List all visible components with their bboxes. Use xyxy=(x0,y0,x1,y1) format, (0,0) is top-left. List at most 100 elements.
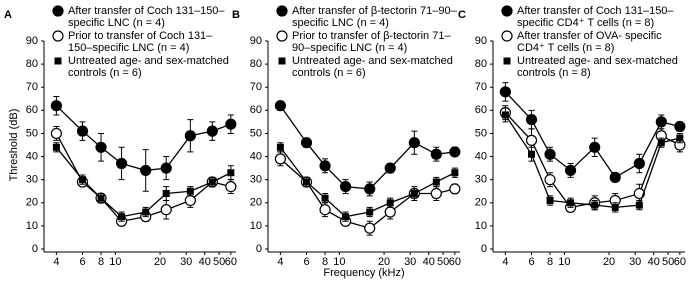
y-tick-label: 0 xyxy=(481,243,487,255)
marker xyxy=(342,213,350,221)
marker xyxy=(546,196,554,204)
marker xyxy=(449,183,461,195)
marker xyxy=(162,190,170,198)
marker xyxy=(140,164,152,177)
y-tick-label: 30 xyxy=(26,174,38,186)
y-tick-label: 70 xyxy=(26,81,38,93)
y-tick-label: 70 xyxy=(475,81,487,93)
x-tick-label: 10 xyxy=(333,256,345,268)
x-tick-label: 60 xyxy=(225,256,237,268)
legend-marker xyxy=(501,5,513,17)
marker xyxy=(97,194,105,202)
marker xyxy=(225,118,237,130)
x-tick-label: 6 xyxy=(79,256,85,268)
y-tick-label: 90 xyxy=(250,35,262,47)
marker xyxy=(384,162,396,174)
panel-label: B xyxy=(232,9,240,21)
legend-label: Untreated age- and sex-matched controls … xyxy=(292,55,453,79)
y-tick-label: 0 xyxy=(32,243,38,255)
marker xyxy=(525,113,538,126)
marker xyxy=(303,178,311,186)
marker xyxy=(676,134,684,142)
marker xyxy=(366,208,374,216)
marker xyxy=(449,146,461,158)
legend-marker xyxy=(52,5,64,17)
x-tick-label: 4 xyxy=(53,256,59,268)
x-tick-label: 30 xyxy=(180,256,192,268)
marker xyxy=(408,137,420,149)
marker xyxy=(274,153,286,165)
marker xyxy=(274,100,286,112)
marker xyxy=(206,125,218,137)
x-tick-label: 30 xyxy=(404,256,416,268)
y-tick-label: 10 xyxy=(26,220,38,232)
x-tick-label: 6 xyxy=(528,256,534,268)
marker xyxy=(609,171,621,183)
legend-label: After transfer of β-tectorin 71–90–speci… xyxy=(292,5,457,29)
marker xyxy=(95,141,107,153)
legend-marker xyxy=(503,57,511,65)
y-tick-label: 10 xyxy=(250,220,262,232)
y-tick-label: 60 xyxy=(26,104,38,116)
marker xyxy=(567,199,575,207)
marker xyxy=(528,150,536,158)
x-tick-label: 20 xyxy=(378,256,390,268)
marker xyxy=(115,157,128,170)
y-tick-label: 90 xyxy=(475,35,487,47)
y-tick-label: 40 xyxy=(26,150,38,162)
marker xyxy=(319,160,331,172)
y-tick-label: 70 xyxy=(250,81,262,93)
marker xyxy=(52,143,60,151)
legend-label: Untreated age- and sex-matched controls … xyxy=(68,55,229,79)
y-tick-label: 40 xyxy=(250,150,262,162)
legend-label: Untreated age- and sex-matched controls … xyxy=(517,55,678,79)
marker xyxy=(118,213,126,221)
marker xyxy=(227,169,235,177)
marker xyxy=(321,194,329,202)
x-tick-label: 8 xyxy=(322,256,328,268)
y-tick-label: 50 xyxy=(475,127,487,139)
y-tick-label: 30 xyxy=(250,174,262,186)
y-tick-label: 80 xyxy=(475,58,487,70)
marker xyxy=(655,116,667,128)
marker xyxy=(525,134,538,146)
y-tick-label: 20 xyxy=(26,197,38,209)
marker xyxy=(184,194,196,207)
x-tick-label: 40 xyxy=(423,256,435,268)
legend-label: Prior to transfer of β-tectorin 71–90–sp… xyxy=(292,30,451,54)
marker xyxy=(339,181,352,193)
y-tick-label: 30 xyxy=(475,174,487,186)
y-tick-label: 60 xyxy=(250,104,262,116)
legend-marker xyxy=(501,30,513,42)
panel-label: A xyxy=(4,9,12,21)
y-tick-label: 0 xyxy=(256,243,262,255)
x-tick-label: 50 xyxy=(437,256,449,268)
x-tick-label: 50 xyxy=(662,256,674,268)
marker xyxy=(657,139,665,147)
y-tick-label: 20 xyxy=(250,197,262,209)
legend-marker xyxy=(276,30,288,42)
marker xyxy=(430,187,442,200)
y-tick-label: 50 xyxy=(250,127,262,139)
legend-label: After transfer of OVA- specific CD4⁺ T c… xyxy=(517,30,662,54)
y-tick-label: 10 xyxy=(475,220,487,232)
marker xyxy=(564,164,577,177)
x-tick-label: 60 xyxy=(449,256,461,268)
marker xyxy=(611,203,619,211)
x-tick-label: 10 xyxy=(109,256,121,268)
y-tick-label: 80 xyxy=(250,58,262,70)
legend-marker xyxy=(278,57,286,65)
x-tick-label: 30 xyxy=(629,256,641,268)
marker xyxy=(208,178,216,186)
x-tick-label: 6 xyxy=(303,256,309,268)
x-tick-label: 4 xyxy=(502,256,508,268)
panel-label: C xyxy=(458,9,466,21)
marker xyxy=(319,204,331,216)
marker xyxy=(386,199,394,207)
legend-marker xyxy=(52,30,64,42)
marker xyxy=(432,178,440,186)
x-tick-label: 50 xyxy=(213,256,225,268)
x-tick-label: 20 xyxy=(154,256,166,268)
marker xyxy=(225,181,237,193)
